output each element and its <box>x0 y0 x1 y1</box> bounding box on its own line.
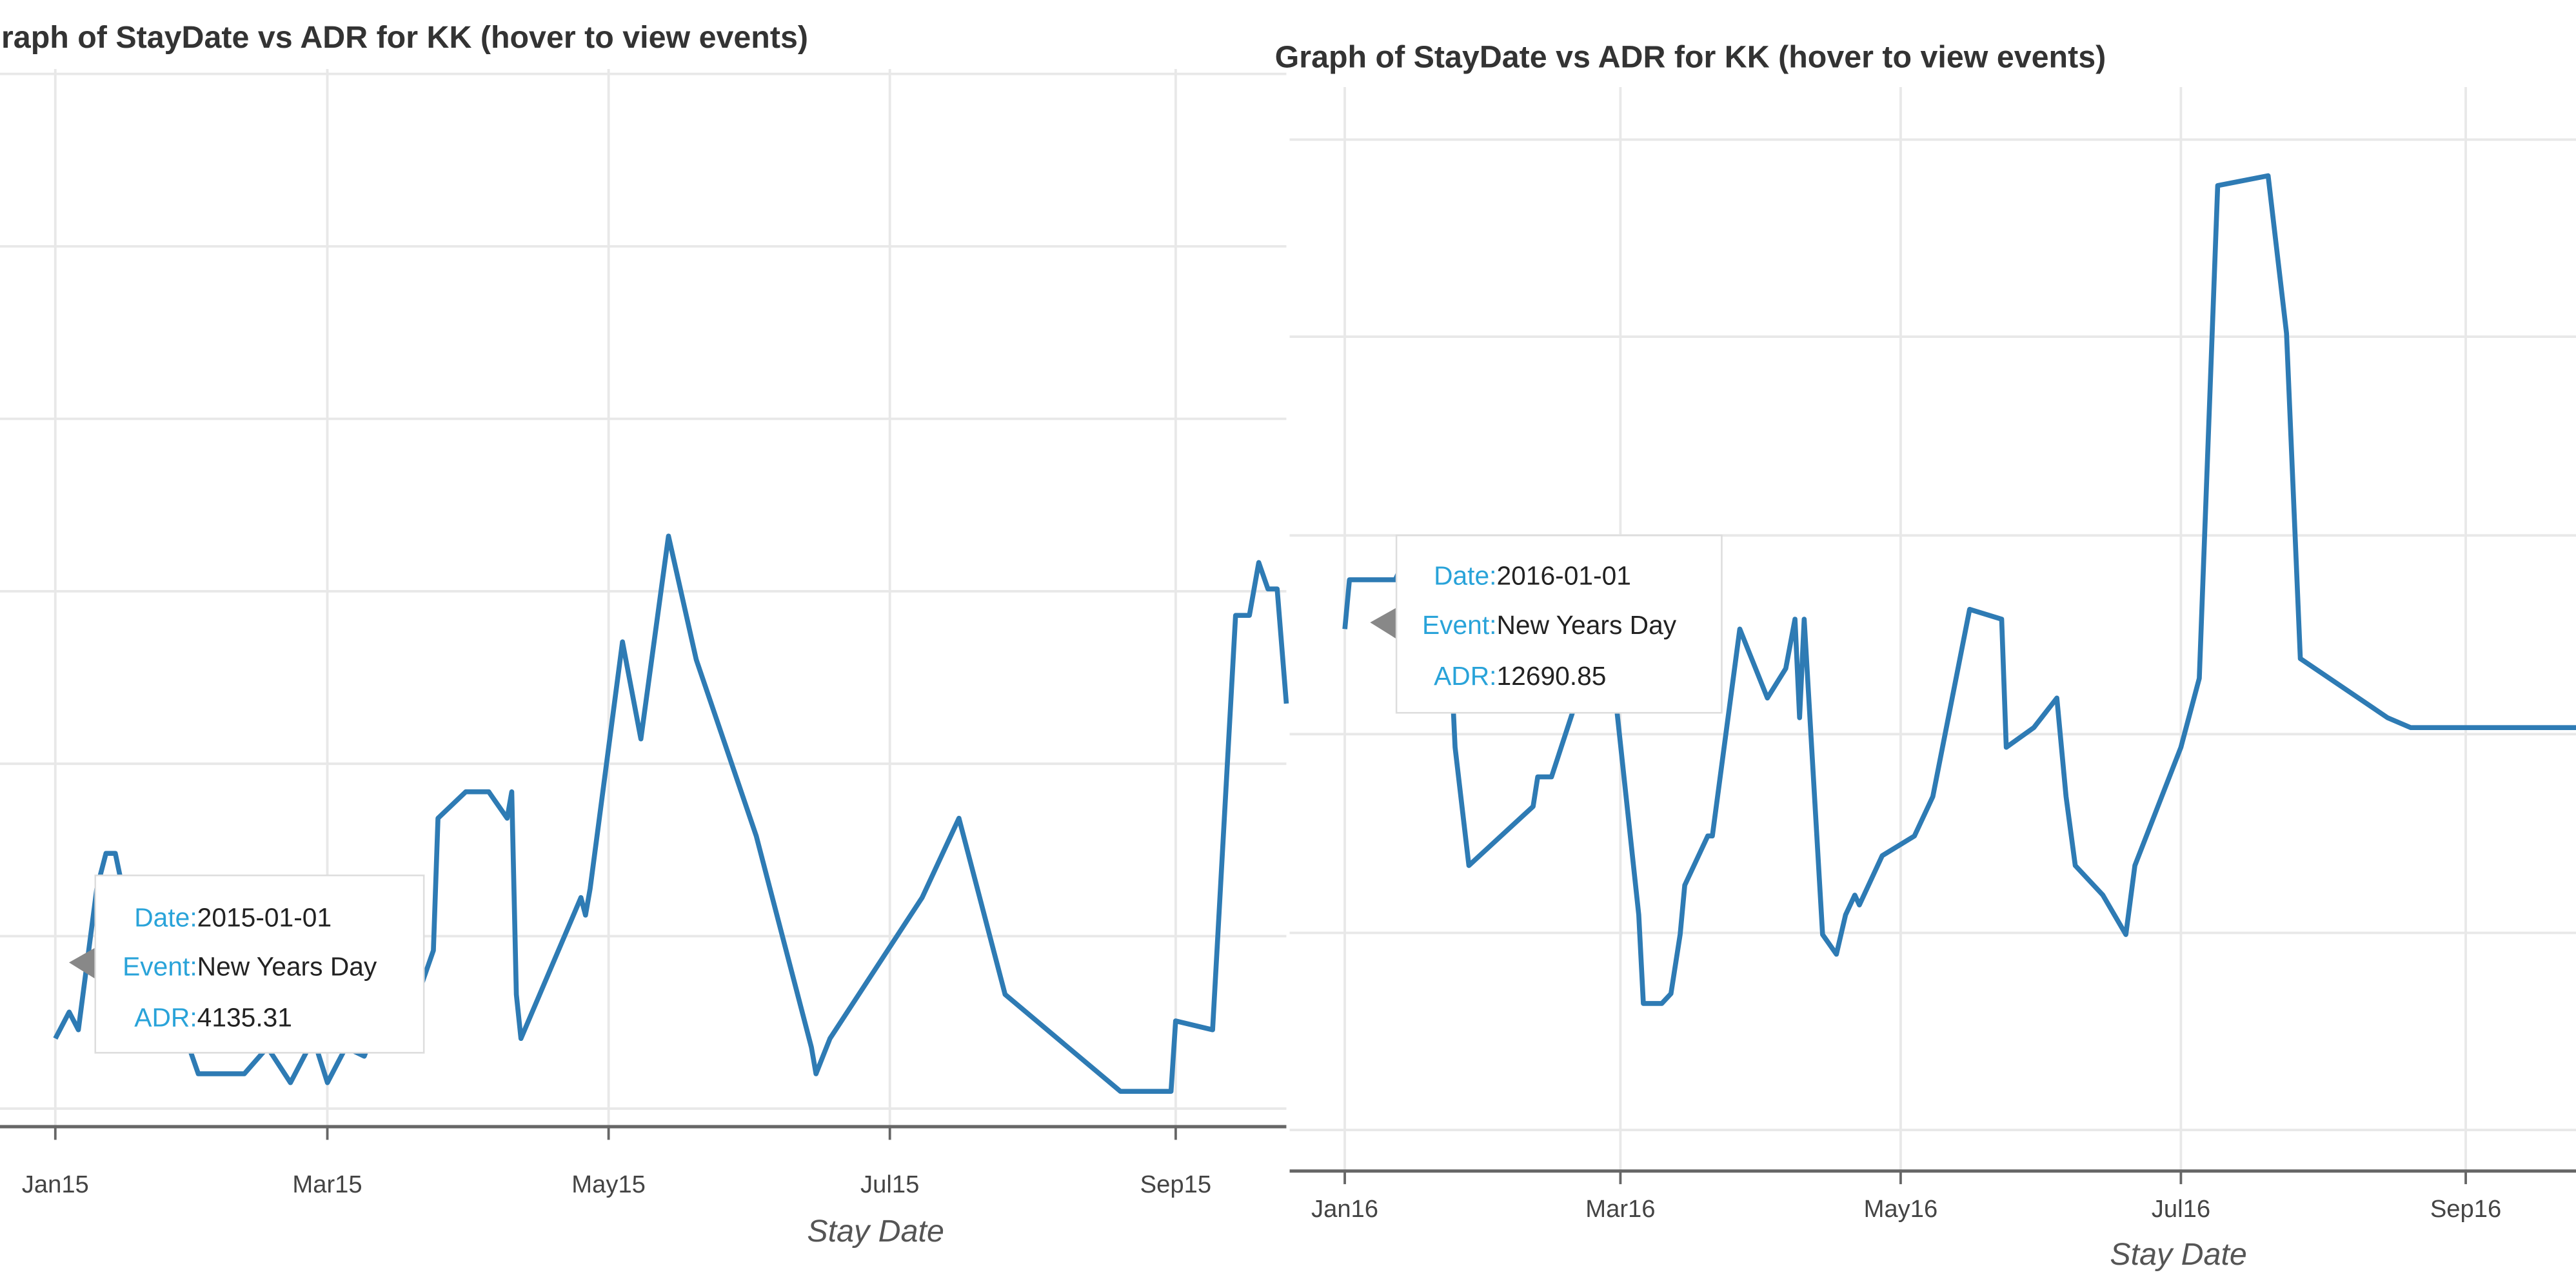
chart-panel-2015: Graph of StayDate vs ADR for KK (hover t… <box>0 20 1289 1249</box>
x-ticks: Jan15 Mar15 May15 Jul15 Sep15 <box>22 1126 1211 1198</box>
tooltip-pointer <box>1370 608 1397 639</box>
chart-title: Graph of StayDate vs ADR for KK (hover t… <box>0 20 808 55</box>
hover-tooltip: Date: 2015-01-01 Event: New Years Day AD… <box>68 875 425 1054</box>
x-tick-label: May15 <box>571 1171 646 1198</box>
x-tick-label: May16 <box>1864 1195 1938 1223</box>
tooltip-event-key: Event: <box>1422 610 1497 640</box>
x-tick-label: Mar15 <box>292 1171 362 1198</box>
x-tick-label: Jul16 <box>2152 1195 2210 1223</box>
x-ticks: Jan16 Mar16 May16 Jul16 Sep16 <box>1311 1171 2501 1223</box>
chart-panel-2016: Graph of StayDate vs ADR for KK (hover t… <box>1275 39 2576 1272</box>
grid-lines <box>1289 86 2576 1171</box>
x-tick-label: Jan16 <box>1311 1195 1378 1223</box>
tooltip-date-key: Date: <box>1434 561 1496 591</box>
tooltip-date-value: 2016-01-01 <box>1496 561 1630 591</box>
tooltip-box <box>1395 534 1723 714</box>
x-tick-label: Jul15 <box>860 1171 919 1198</box>
tooltip-adr-key: ADR: <box>134 1003 197 1033</box>
adr-series-line[interactable] <box>1342 173 2576 1006</box>
x-tick-label: Sep15 <box>1140 1171 1211 1198</box>
tooltip-event-value: New Years Day <box>197 952 377 982</box>
hover-tooltip: Date: 2016-01-01 Event: New Years Day AD… <box>1370 534 1723 714</box>
tooltip-date-value: 2015-01-01 <box>197 902 332 932</box>
tooltip-date-key: Date: <box>134 902 197 932</box>
chart-title: Graph of StayDate vs ADR for KK (hover t… <box>1275 39 2106 74</box>
tooltip-adr-key: ADR: <box>1434 661 1496 691</box>
x-tick-label: Mar16 <box>1585 1195 1655 1223</box>
tooltip-pointer <box>68 947 95 979</box>
tooltip-adr-value: 4135.31 <box>197 1003 292 1033</box>
tooltip-adr-value: 12690.85 <box>1496 661 1606 691</box>
x-axis-label: Stay Date <box>2110 1237 2246 1272</box>
tooltip-event-key: Event: <box>123 952 197 982</box>
x-tick-label: Jan15 <box>22 1171 89 1198</box>
tooltip-box <box>94 875 425 1054</box>
x-tick-label: Sep16 <box>2430 1195 2501 1223</box>
tooltip-event-value: New Years Day <box>1496 610 1676 640</box>
x-axis-label: Stay Date <box>807 1214 944 1249</box>
